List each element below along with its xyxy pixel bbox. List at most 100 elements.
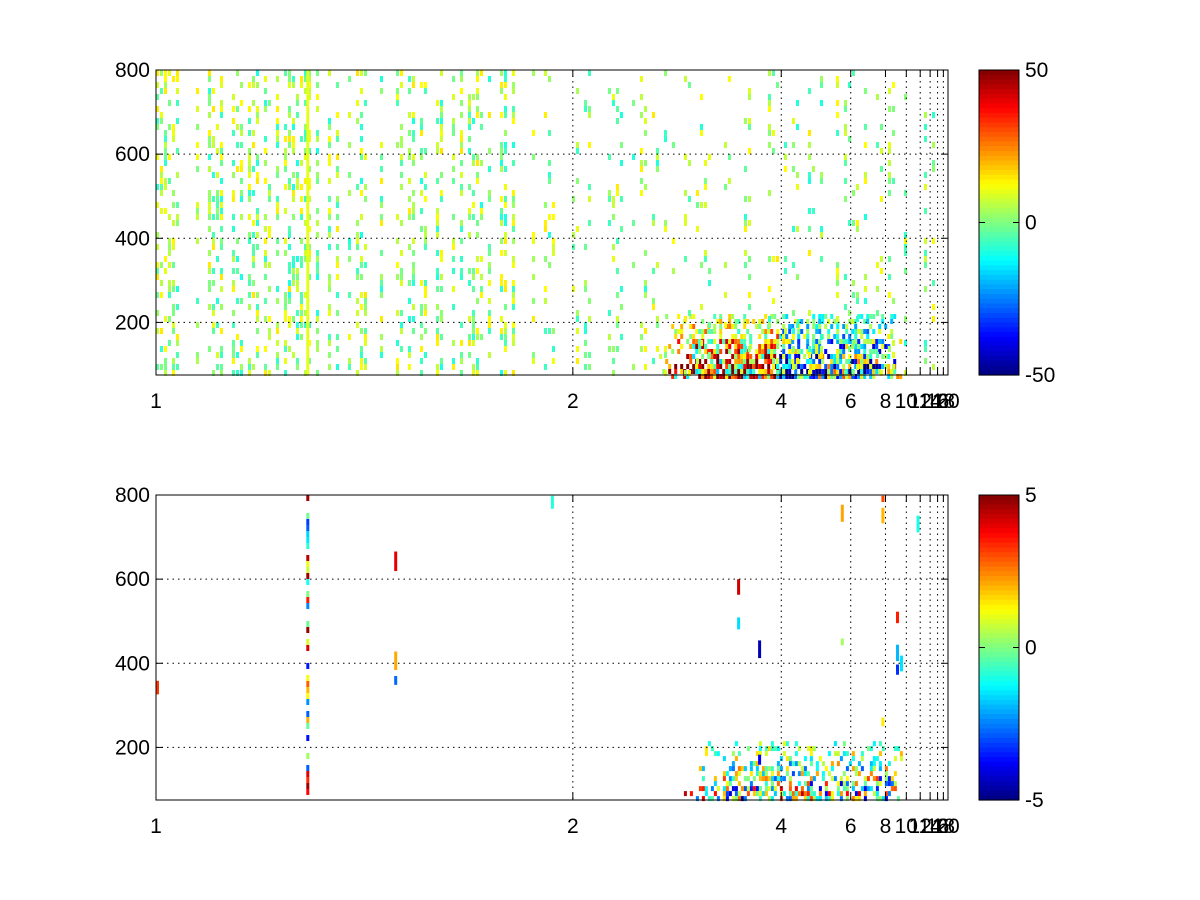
heatmap-cell [240, 100, 243, 106]
heatmap-cell [686, 339, 690, 344]
heatmap-cell [176, 334, 179, 340]
heatmap-cell [863, 776, 867, 782]
heatmap-cell [264, 160, 267, 166]
heatmap-cell [791, 771, 795, 777]
heatmap-cell [356, 118, 359, 124]
heatmap-cell [300, 160, 303, 166]
heatmap-cell [436, 364, 439, 370]
heatmap-cell [548, 328, 551, 334]
colorbar-step [979, 590, 1019, 596]
heatmap-cell [360, 346, 363, 352]
heatmap-cell [576, 148, 579, 154]
heatmap-cell [360, 154, 363, 160]
heatmap-cell [836, 339, 840, 344]
heatmap-cell [791, 339, 795, 344]
heatmap-cell [328, 196, 331, 202]
heatmap-cell [380, 280, 383, 286]
heatmap-cell [440, 172, 443, 178]
heatmap-cell [656, 322, 659, 328]
heatmap-cell [916, 515, 920, 533]
heatmap-cell [232, 214, 235, 220]
heatmap-cell [400, 250, 403, 256]
heatmap-cell [869, 364, 873, 369]
heatmap-cell [857, 374, 861, 379]
bottom-heatmap-axes-frame [155, 494, 949, 801]
y-tick-label: 400 [115, 227, 150, 250]
heatmap-cell [264, 316, 267, 322]
heatmap-cell [608, 190, 611, 196]
heatmap-cell [436, 178, 439, 184]
heatmap-cell [328, 274, 331, 280]
heatmap-cell [304, 100, 307, 106]
heatmap-cell [240, 178, 243, 184]
heatmap-cell [796, 322, 799, 328]
heatmap-cell [472, 310, 475, 316]
heatmap-cell [875, 776, 879, 782]
heatmap-cell [761, 364, 765, 369]
colorbar-step [979, 614, 1019, 620]
heatmap-cell [240, 142, 243, 148]
heatmap-cell [468, 100, 471, 106]
heatmap-cell [208, 280, 211, 286]
heatmap-cell [863, 354, 867, 359]
heatmap-cell [440, 334, 443, 340]
heatmap-cell [803, 796, 807, 802]
heatmap-cell [791, 359, 795, 364]
heatmap-cell [380, 316, 383, 322]
heatmap-cell [671, 324, 675, 329]
heatmap-cell [300, 214, 303, 220]
heatmap-cell [512, 82, 515, 88]
heatmap-cell [300, 334, 303, 340]
heatmap-cell [767, 766, 771, 772]
heatmap-cell [164, 136, 167, 142]
heatmap-cell [488, 280, 491, 286]
heatmap-cell [196, 214, 199, 220]
heatmap-cell [860, 359, 864, 364]
colorbar-step [979, 260, 1019, 266]
colorbar-step [979, 317, 1019, 324]
heatmap-cell [904, 340, 907, 346]
heatmap-cell [791, 761, 795, 767]
y-tick-label: 400 [115, 652, 150, 675]
heatmap-cell [785, 369, 789, 374]
heatmap-cell [196, 166, 199, 172]
heatmap-cell [713, 364, 717, 369]
heatmap-cell [620, 196, 623, 202]
heatmap-cell [887, 374, 891, 379]
heatmap-cell [860, 329, 864, 334]
heatmap-cell [276, 352, 279, 358]
heatmap-cell [364, 334, 367, 340]
colorbar-step [979, 193, 1019, 200]
heatmap-cell [785, 756, 789, 762]
heatmap-cell [924, 262, 927, 268]
heatmap-cell [168, 286, 171, 292]
heatmap-cell [544, 328, 547, 334]
heatmap-cell [336, 166, 339, 172]
heatmap-cell [839, 374, 843, 379]
heatmap-cell [316, 340, 319, 346]
heatmap-cell [248, 370, 251, 376]
heatmap-cell [904, 94, 907, 100]
heatmap-cell [755, 364, 759, 369]
heatmap-cell [827, 354, 831, 359]
heatmap-cell [743, 776, 747, 782]
heatmap-cell [264, 250, 267, 256]
heatmap-cell [758, 791, 762, 797]
colorbar-step [979, 179, 1019, 185]
heatmap-cell [548, 262, 551, 268]
heatmap-cell [220, 268, 223, 274]
heatmap-cell [728, 319, 732, 324]
heatmap-cell [842, 324, 846, 329]
heatmap-cell [844, 178, 847, 184]
heatmap-cell [680, 369, 684, 374]
heatmap-cell [844, 124, 847, 130]
heatmap-cell [488, 262, 491, 268]
colorbar-step [979, 657, 1019, 663]
heatmap-cell [348, 142, 351, 148]
heatmap-cell [904, 370, 907, 376]
heatmap-cell [356, 244, 359, 250]
heatmap-cell [878, 766, 882, 772]
heatmap-cell [164, 364, 167, 370]
colorbar-step [979, 647, 1019, 653]
heatmap-cell [208, 346, 211, 352]
